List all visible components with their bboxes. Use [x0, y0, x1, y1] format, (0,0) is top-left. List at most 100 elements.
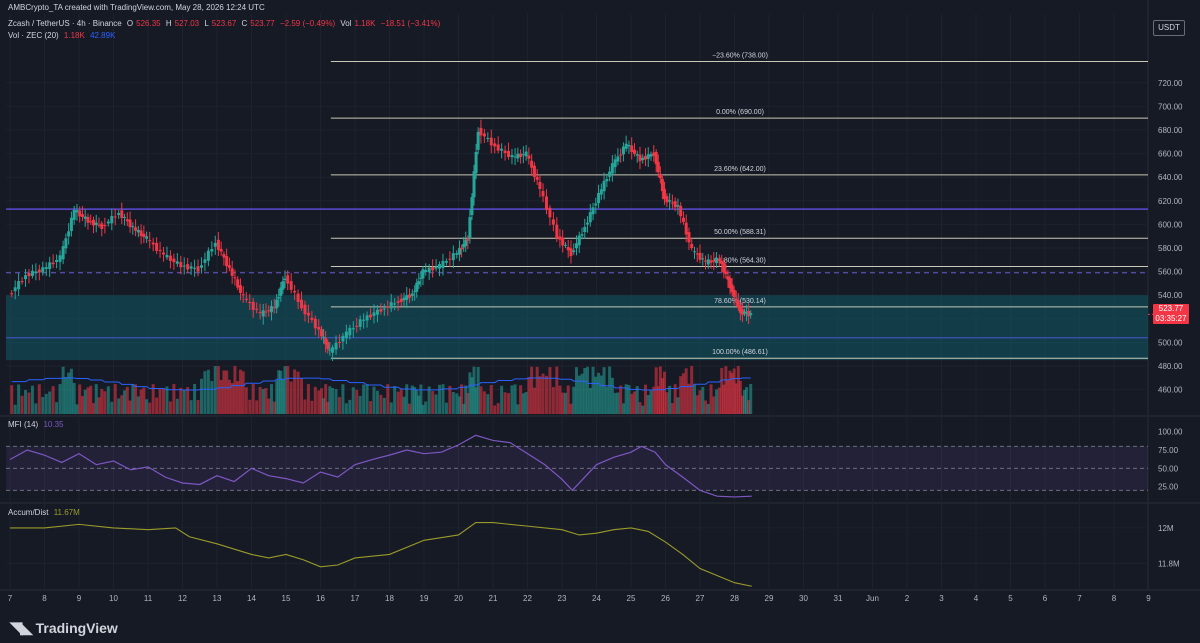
volume-bar — [458, 396, 462, 414]
tradingview-logo[interactable]: ◥◣ TradingView — [10, 618, 118, 638]
support-zone-layer — [6, 295, 1148, 361]
volume-bar — [131, 384, 135, 414]
candle-body — [561, 237, 565, 246]
candle-body — [646, 154, 650, 159]
volume-bar — [743, 390, 747, 414]
volume-bar — [17, 384, 21, 414]
volume-bar — [83, 389, 87, 414]
high-value: 527.03 — [174, 19, 200, 28]
volume-bar — [466, 393, 470, 414]
volume-bar — [438, 384, 442, 414]
open-value: 526.35 — [136, 19, 161, 28]
volume-bar — [186, 387, 190, 414]
volume-bar — [341, 384, 345, 414]
volume-bar — [203, 371, 207, 414]
candle-body — [51, 262, 55, 265]
volume-bar — [676, 397, 680, 414]
volume-bar — [251, 384, 255, 414]
candle-body — [563, 244, 567, 246]
candle-body — [538, 181, 542, 190]
volume-bar — [258, 386, 262, 414]
volume-bar — [610, 377, 614, 414]
candle-body — [616, 156, 620, 162]
volume-legend[interactable]: Vol · ZEC (20) 1.18K 42.89K — [8, 31, 118, 40]
symbol-name[interactable]: Zcash / TetherUS · 4h · Binance — [8, 19, 122, 28]
candle-body — [684, 222, 688, 235]
x-tick-label: 30 — [799, 594, 808, 603]
volume-bar — [583, 368, 587, 414]
volume-bar — [168, 401, 172, 414]
x-tick-label: 24 — [592, 594, 601, 603]
volume-bar — [527, 376, 531, 414]
volume-bar — [747, 400, 751, 414]
volume-bar — [695, 395, 699, 414]
candle-body — [362, 319, 366, 321]
candle-body — [125, 219, 129, 222]
candle-body — [610, 163, 614, 174]
currency-badge[interactable]: USDT — [1153, 20, 1185, 36]
candle-body — [530, 160, 534, 168]
candle-body — [405, 295, 409, 300]
candle-body — [527, 155, 531, 159]
candle-body — [136, 229, 140, 233]
candle-body — [86, 216, 90, 223]
candle-body — [175, 261, 179, 264]
candle-body — [351, 328, 355, 330]
volume-bar — [656, 386, 660, 414]
volume-bar — [286, 366, 290, 414]
candle-body — [569, 248, 573, 257]
candle-body — [588, 212, 592, 223]
volume-bar — [41, 396, 45, 414]
candle-body — [427, 267, 431, 273]
candle-body — [745, 312, 749, 314]
volume-bar — [588, 387, 592, 414]
candle-body — [145, 236, 149, 239]
x-tick-label: 14 — [247, 594, 256, 603]
volume-bar — [621, 403, 625, 414]
candle-body — [419, 277, 423, 279]
volume-bar — [493, 405, 497, 414]
volume-bar — [408, 403, 412, 414]
candle-body — [155, 242, 159, 251]
ad-legend[interactable]: Accum/Dist 11.67M — [8, 508, 83, 517]
x-tick-label: 8 — [1112, 594, 1117, 603]
volume-bar — [455, 393, 459, 414]
volume-bar — [451, 391, 455, 414]
volume-bar — [460, 384, 464, 414]
candle-body — [613, 159, 617, 168]
candle-body — [474, 151, 478, 174]
fib-level-label: 50.00% (588.31) — [714, 229, 766, 236]
candle-body — [389, 302, 393, 309]
volume-bar — [555, 366, 559, 414]
axes-layer: 7 8 9 10 11 12 13 14 15 16 17 18 19 20 21 22 23 24 25 26 27 2… — [8, 79, 1183, 603]
close-label: C — [241, 19, 248, 28]
mfi-legend[interactable]: MFI (14) 10.35 — [8, 420, 67, 429]
candle-body — [222, 253, 226, 258]
volume-bar — [608, 366, 612, 414]
candle-body — [489, 137, 493, 146]
x-tick-label: 17 — [351, 594, 360, 603]
candle-body — [532, 165, 536, 177]
volume-bar — [210, 380, 214, 414]
x-tick-label: Jun — [866, 594, 879, 603]
volume-bar — [704, 400, 708, 414]
candle-body — [199, 265, 203, 268]
candle-body — [324, 338, 328, 345]
volume-bar — [698, 390, 702, 414]
candle-body — [203, 259, 207, 263]
volume-bar — [692, 384, 696, 414]
volume-bar — [277, 370, 281, 414]
credit-line: AMBCrypto_TA created with TradingView.co… — [8, 3, 268, 12]
candle-body — [399, 298, 403, 302]
candle-body — [586, 222, 590, 225]
volume-bar — [580, 373, 584, 414]
candle-body — [277, 297, 281, 299]
volume-bar — [78, 384, 82, 414]
volume-bar — [701, 386, 705, 414]
volume-bar — [189, 400, 193, 414]
volume-bar — [577, 375, 581, 414]
level-lines-layer: −23.60% (738.00) 0.00% (690.00) 23.60% (64… — [6, 53, 1153, 359]
volume-bar — [417, 395, 421, 414]
candle-body — [193, 267, 197, 269]
